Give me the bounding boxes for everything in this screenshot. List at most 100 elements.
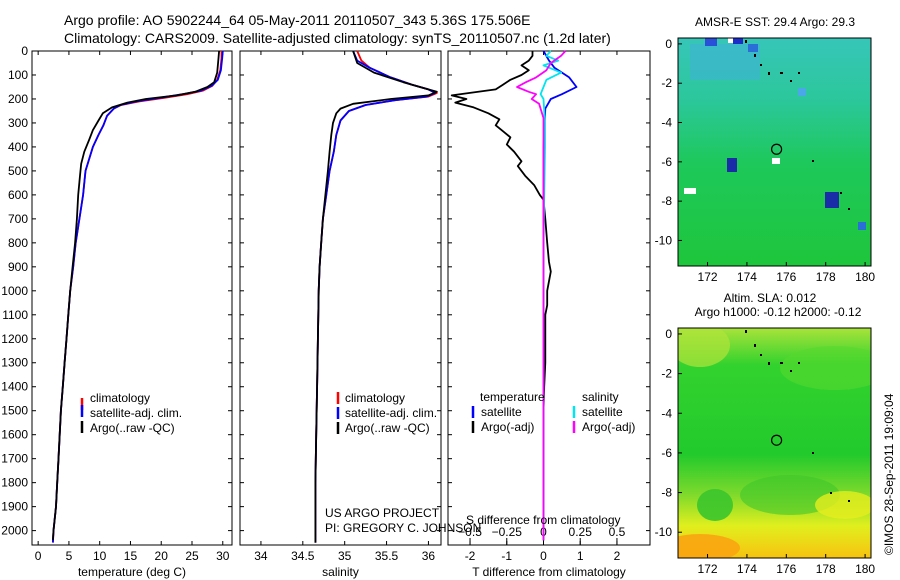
series-line-argo-raw-qc- (314, 50, 438, 543)
legend-title-temperature: temperature (480, 390, 545, 404)
map-y-tick-label: -10 (655, 525, 673, 539)
depth-tick-label: 800 (8, 236, 28, 250)
sst-pixel (705, 38, 717, 46)
depth-tick-label: 300 (8, 116, 28, 130)
map-x-tick-label: 176 (776, 270, 796, 284)
map-y-tick-label: 0 (665, 37, 672, 51)
depth-tick-label: 1700 (1, 452, 28, 466)
legend-label-t-satellite: satellite (481, 405, 522, 419)
series-line-t-satellite (542, 50, 578, 541)
series-line-satellite-adj-clim- (52, 50, 224, 543)
sla-map-title-line2: Argo h1000: -0.12 h2000: -0.12 (695, 305, 862, 319)
sla-map-frame (677, 327, 872, 559)
sst-pixel (772, 158, 780, 164)
map-y-tick-label: -8 (661, 486, 672, 500)
x-tick-label: 35.5 (375, 549, 399, 563)
sla-map: Altim. SLA: 0.012 Argo h1000: -0.12 h200… (655, 291, 876, 576)
imos-stamp: ©IMOS 28-Sep-2011 19:09:04 (882, 393, 896, 555)
depth-tick-label: 600 (8, 188, 28, 202)
legend-title-salinity: salinity (582, 390, 619, 404)
sst-pixel (825, 192, 839, 208)
depth-tick-label: 100 (8, 68, 28, 82)
x-tick-label: 5 (66, 549, 73, 563)
s-tick-label: −0.5 (458, 525, 482, 539)
depth-tick-label: 700 (8, 212, 28, 226)
x-tick-label: -1 (501, 549, 512, 563)
temperature-frame (31, 50, 233, 546)
map-x-tick-label: 180 (855, 270, 875, 284)
map-x-tick-label: 172 (698, 270, 718, 284)
depth-tick-label: 1800 (1, 476, 28, 490)
map-y-tick-label: -6 (661, 155, 672, 169)
legend-label-satellite: satellite-adj. clim. (345, 406, 437, 420)
s-tick-label: −0.25 (492, 525, 523, 539)
x-tick-label: 15 (124, 549, 138, 563)
series-line-argo-raw-qc- (52, 50, 220, 541)
sst-pixel (858, 222, 866, 230)
depth-tick-label: 0 (21, 44, 28, 58)
depth-tick-label: 1000 (1, 284, 28, 298)
s-tick-label: 0.5 (609, 525, 626, 539)
sst-pixel (733, 38, 743, 44)
map-x-tick-label: 178 (816, 270, 836, 284)
x-tick-label: 36 (422, 549, 436, 563)
map-x-tick-label: 178 (816, 562, 836, 576)
salinity-xlabel: salinity (322, 565, 359, 579)
temperature-panel: 0 5 10 15 20 25 30 temperature (deg C) (31, 50, 233, 579)
depth-tick-label: 1900 (1, 500, 28, 514)
temperature-legend: climatology satellite-adj. clim. Argo(..… (80, 391, 182, 435)
difference-frame (447, 50, 651, 546)
difference-legend: temperature salinity satellite Argo(-adj… (471, 390, 635, 434)
depth-tick-label: 500 (8, 164, 28, 178)
difference-panel: -2 -1 0 1 2−0.5 −0.25 0 0.25 0.5T difference fro… (447, 50, 651, 579)
map-y-tick-label: -4 (661, 116, 672, 130)
sla-islands (745, 330, 850, 502)
series-line-s-argo-adj- (516, 50, 567, 541)
legend-label-satellite: satellite-adj. clim. (90, 406, 182, 420)
depth-tick-label: 400 (8, 140, 28, 154)
sla-argo-marker (770, 434, 783, 446)
x-tick-label: 25 (185, 549, 199, 563)
sla-map-axes: 172 174 176 178 180 0 -2 -4 -6 -8 -10 (655, 327, 876, 576)
temperature-xlabel: temperature (deg C) (78, 565, 186, 579)
map-x-tick-label: 180 (855, 562, 875, 576)
legend-label-t-argo: Argo(-adj) (481, 420, 534, 434)
s-difference-label: S difference from climatology (466, 513, 621, 527)
depth-tick-label: 1400 (1, 380, 28, 394)
legend-label-argo: Argo(..raw -QC) (90, 421, 175, 435)
series-line-climatology (52, 51, 223, 543)
depth-tick-label: 1200 (1, 332, 28, 346)
legend-label-s-satellite: satellite (582, 405, 623, 419)
x-tick-label: 10 (93, 549, 107, 563)
x-tick-label: 34.5 (291, 549, 315, 563)
series-line-t-argo-adj- (450, 51, 552, 541)
map-y-tick-label: -2 (661, 367, 672, 381)
map-y-tick-label: -4 (661, 406, 672, 420)
depth-tick-label: 900 (8, 260, 28, 274)
figure-title-line1: Argo profile: AO 5902244_64 05-May-2011 … (64, 12, 531, 28)
depth-tick-label: 1300 (1, 356, 28, 370)
sst-pixel (684, 188, 696, 194)
sst-pixel (798, 88, 806, 96)
sst-pixel (727, 158, 737, 172)
sla-patch (815, 491, 871, 519)
x-tick-label: 0 (35, 549, 42, 563)
legend-label-argo: Argo(..raw -QC) (345, 421, 430, 435)
map-y-tick-label: 0 (665, 327, 672, 341)
map-y-tick-label: -10 (655, 233, 673, 247)
x-tick-label: 1 (577, 549, 584, 563)
sla-map-title-line1: Altim. SLA: 0.012 (724, 291, 817, 305)
x-tick-label: 30 (216, 549, 230, 563)
depth-tick-label: 2000 (1, 524, 28, 538)
sla-patch (678, 534, 740, 558)
depth-tick-label: 1600 (1, 428, 28, 442)
x-tick-label: 20 (155, 549, 169, 563)
x-tick-label: 35 (338, 549, 352, 563)
figure-title-line2: Climatology: CARS2009. Satellite-adjuste… (64, 30, 611, 46)
sla-patch (780, 346, 871, 390)
sla-patch (678, 328, 730, 367)
s-tick-label: 0.25 (569, 525, 593, 539)
legend-label-climatology: climatology (90, 391, 150, 405)
difference-xlabel: T difference from climatology (472, 565, 626, 579)
